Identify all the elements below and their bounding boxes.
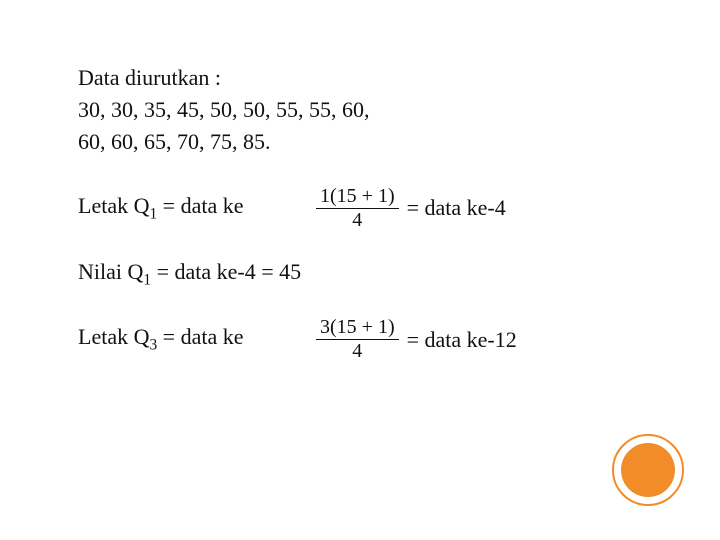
- corner-decoration: [612, 434, 684, 506]
- q3-fraction-num: 3(15 + 1): [318, 317, 397, 339]
- data-line-2: 60, 60, 65, 70, 75, 85.: [78, 126, 720, 158]
- slide: Data diurutkan : 30, 30, 35, 45, 50, 50,…: [0, 0, 720, 540]
- q1-fraction: 1(15 + 1) 4: [318, 186, 397, 231]
- nilai-line: Nilai Q1 = data ke-4 = 45: [78, 259, 720, 289]
- q1-result: = data ke-4: [407, 195, 506, 221]
- q3-fraction-den: 4: [316, 339, 399, 362]
- q1-fraction-den: 4: [316, 208, 399, 231]
- q1-left-rest: = data ke: [157, 193, 243, 218]
- q3-row: Letak Q3 = data ke 3(15 + 1) 4 = data ke…: [78, 317, 720, 362]
- header-label: Data diurutkan :: [78, 62, 720, 94]
- q3-left: Letak Q3 = data ke: [78, 324, 312, 354]
- q1-row: Letak Q1 = data ke 1(15 + 1) 4 = data ke…: [78, 186, 720, 231]
- nilai-rest: = data ke-4 = 45: [151, 259, 301, 284]
- q1-left-text: Letak Q: [78, 193, 149, 218]
- q3-left-text: Letak Q: [78, 324, 149, 349]
- q1-left: Letak Q1 = data ke: [78, 193, 312, 223]
- nilai-sub: 1: [143, 271, 151, 288]
- nilai-left: Nilai Q: [78, 259, 143, 284]
- q3-fraction: 3(15 + 1) 4: [318, 317, 397, 362]
- data-line-1: 30, 30, 35, 45, 50, 50, 55, 55, 60,: [78, 94, 720, 126]
- q3-left-rest: = data ke: [157, 324, 243, 349]
- q1-fraction-num: 1(15 + 1): [318, 186, 397, 208]
- q3-result: = data ke-12: [407, 327, 517, 353]
- corner-disc-icon: [621, 443, 675, 497]
